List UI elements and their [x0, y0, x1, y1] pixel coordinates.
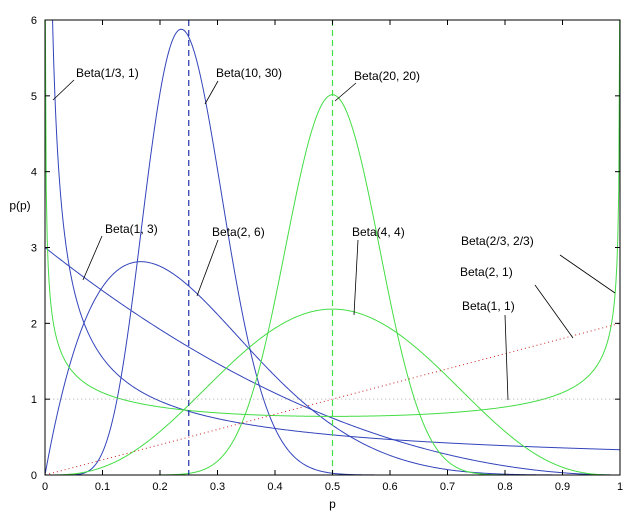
x-tick-label: 0.3: [210, 481, 225, 493]
x-tick-label: 0: [42, 481, 48, 493]
series-label: Beta(1, 3): [105, 222, 158, 236]
series-line-7: [45, 20, 620, 417]
series-label: Beta(1/3, 1): [76, 66, 139, 80]
annotation-leader: [52, 79, 75, 101]
x-tick-label: 0.8: [497, 481, 512, 493]
series-label: Beta(20, 20): [354, 69, 420, 83]
annotation-leader: [504, 314, 509, 401]
y-axis-label: p(p): [9, 199, 30, 213]
series-label: Beta(2, 6): [212, 225, 265, 239]
y-tick-label: 6: [31, 15, 37, 27]
x-tick-label: 0.2: [152, 481, 167, 493]
x-tick-label: 0.7: [440, 481, 455, 493]
annotations: Beta(1/3, 1) Beta(10, 30) Beta(20, 20) Beta…: [52, 66, 616, 401]
y-tick-label: 1: [31, 394, 37, 406]
annotation-leader: [196, 239, 219, 297]
series-label: Beta(2, 1): [460, 265, 513, 279]
series-label: Beta(10, 30): [216, 66, 282, 80]
x-tick-label: 0.4: [267, 481, 282, 493]
series-label: Beta(4, 4): [352, 225, 405, 239]
series-line-3: [45, 247, 620, 475]
series-label: Beta(2/3, 2/3): [461, 234, 534, 248]
y-tick-label: 4: [31, 167, 37, 179]
axes-frame: [44, 19, 621, 476]
reference-lines: [188, 20, 334, 475]
annotation-leader: [534, 284, 574, 339]
axes: 0 0.1 0.2 0.3 0.4 0.5 0.6 0.7 0.8 0.9 1 0 1 2 3 4 5 6: [31, 15, 623, 493]
x-axis-label: p: [329, 497, 336, 511]
annotation-leader: [204, 80, 219, 105]
series-line-6: [45, 308, 620, 475]
y-tick-label: 0: [31, 470, 37, 482]
annotation-leader: [82, 235, 103, 281]
x-tick-label: 1: [617, 481, 623, 493]
annotation-leader: [353, 239, 359, 316]
annotation-leader: [559, 254, 616, 294]
x-tick-label: 0.9: [555, 481, 570, 493]
y-tick-label: 3: [31, 243, 37, 255]
y-tick-label: 5: [31, 91, 37, 103]
x-tick-label: 0.1: [95, 481, 110, 493]
y-tick-label: 2: [31, 318, 37, 330]
x-tick-label: 0.6: [382, 481, 397, 493]
annotation-leader: [334, 82, 357, 102]
series-label: Beta(1, 1): [462, 299, 515, 313]
x-tick-label: 0.5: [325, 481, 340, 493]
